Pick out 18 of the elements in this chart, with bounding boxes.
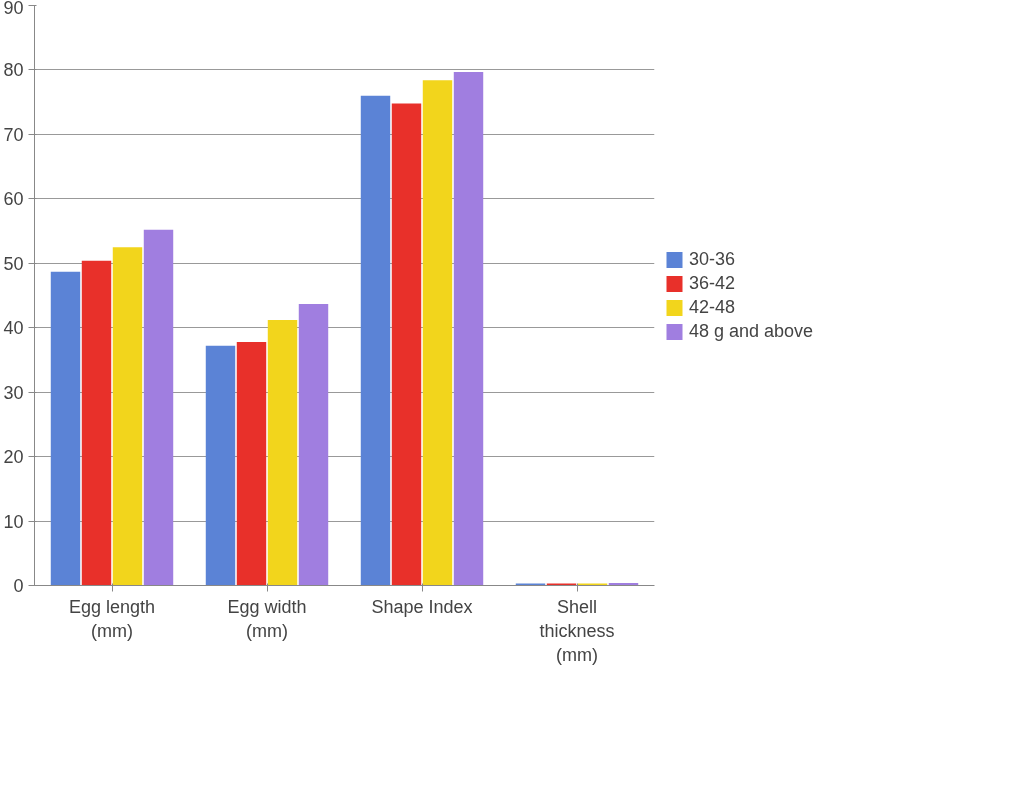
legend-label: 48 g and above [689, 320, 814, 342]
y-tick-label: 20 [3, 447, 24, 468]
y-tick-label: 30 [3, 382, 24, 403]
y-tick-label: 80 [3, 60, 24, 81]
y-tick-label: 90 [3, 0, 24, 18]
x-tick-label: Egg length (mm) [68, 596, 156, 641]
x-tick-label: Shell thickness (mm) [539, 596, 615, 665]
y-tick-label: 10 [3, 511, 24, 532]
y-tick-label: 40 [3, 318, 24, 339]
x-tick-label: Shape Index [371, 596, 473, 617]
x-tick-label: Egg width (mm) [227, 596, 307, 641]
legend-label: 42-48 [689, 296, 736, 318]
y-tick-label: 0 [13, 576, 24, 596]
legend-label: 36-42 [689, 272, 736, 294]
y-tick-label: 60 [3, 189, 24, 210]
y-tick-label: 70 [3, 124, 24, 145]
legend-label: 30-36 [689, 248, 736, 270]
y-tick-label: 50 [3, 253, 24, 274]
